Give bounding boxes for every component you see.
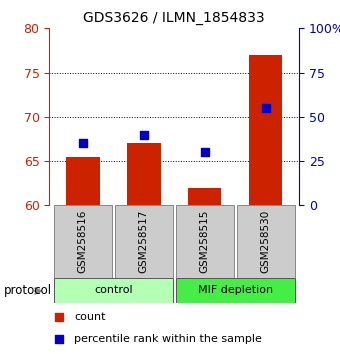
Bar xyxy=(66,156,100,205)
Text: MIF depletion: MIF depletion xyxy=(198,285,273,295)
Bar xyxy=(237,205,295,278)
Text: control: control xyxy=(94,285,133,295)
Point xyxy=(141,132,147,137)
Text: count: count xyxy=(74,312,106,322)
Bar xyxy=(249,55,283,205)
Title: GDS3626 / ILMN_1854833: GDS3626 / ILMN_1854833 xyxy=(83,11,265,24)
Text: GSM258516: GSM258516 xyxy=(78,210,88,273)
Text: GSM258517: GSM258517 xyxy=(139,210,149,273)
Text: percentile rank within the sample: percentile rank within the sample xyxy=(74,334,262,344)
Bar xyxy=(127,143,160,205)
Text: GSM258530: GSM258530 xyxy=(261,210,271,273)
Point xyxy=(56,336,62,342)
Text: GSM258515: GSM258515 xyxy=(200,210,210,273)
Point xyxy=(56,314,62,320)
Bar xyxy=(115,205,173,278)
Point xyxy=(263,105,268,111)
Point xyxy=(80,141,86,146)
Point xyxy=(202,149,207,155)
Bar xyxy=(176,205,234,278)
Bar xyxy=(54,205,112,278)
Bar xyxy=(176,278,295,303)
Bar xyxy=(188,188,221,205)
Text: protocol: protocol xyxy=(3,285,52,297)
Bar xyxy=(54,278,173,303)
